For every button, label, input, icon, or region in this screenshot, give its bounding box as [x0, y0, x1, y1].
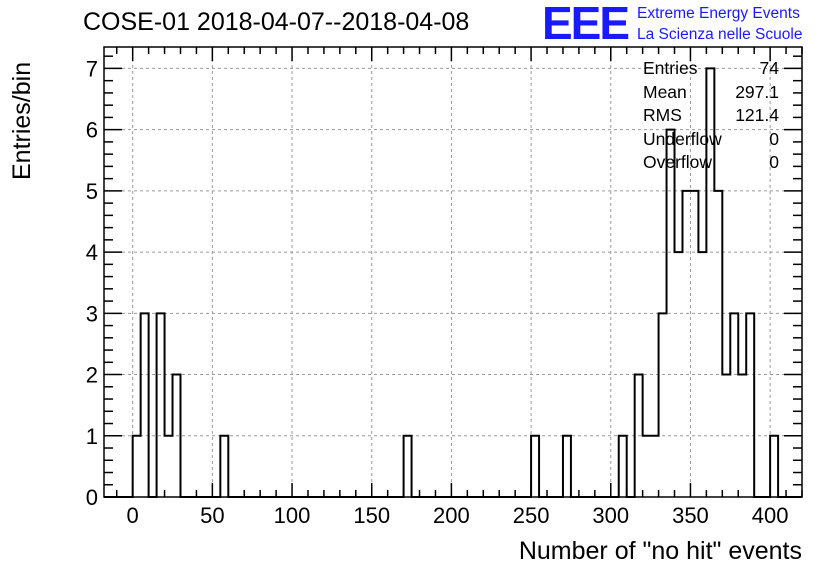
- histogram-bin: [770, 436, 778, 497]
- y-tick-label: 0: [86, 485, 98, 510]
- histogram-bin: [133, 436, 141, 497]
- stat-name: RMS: [643, 105, 682, 125]
- stat-name: Overflow: [643, 152, 713, 172]
- stat-row-underflow: Underflow 0: [643, 129, 779, 153]
- histogram-bin: [220, 436, 228, 497]
- y-tick-label: 6: [86, 118, 98, 143]
- histogram-bin: [157, 313, 165, 497]
- histogram-bin: [643, 436, 651, 497]
- stat-value: 297.1: [735, 81, 779, 102]
- stat-row-entries: Entries 74: [643, 58, 779, 82]
- histogram-bin: [659, 313, 667, 497]
- histogram-bin: [714, 191, 722, 497]
- y-tick-label: 4: [86, 240, 98, 265]
- stat-name: Underflow: [643, 128, 722, 149]
- x-tick-label: 100: [274, 503, 311, 528]
- histogram-bin: [690, 191, 698, 497]
- x-tick-label: 200: [433, 503, 470, 528]
- histogram-bin: [730, 313, 738, 497]
- histogram-bin: [619, 436, 627, 497]
- y-axis-label: Entries/bin: [8, 61, 36, 180]
- x-tick-label: 50: [200, 503, 224, 528]
- grid: [104, 47, 802, 497]
- y-tick-label: 1: [86, 424, 98, 449]
- x-tick-label: 300: [592, 503, 629, 528]
- stat-value: 74: [759, 58, 779, 78]
- chart-title: COSE-01 2018-04-07--2018-04-08: [83, 8, 470, 36]
- stat-value: 0: [769, 128, 779, 149]
- x-tick-label: 400: [752, 503, 789, 528]
- histogram-outline: [104, 67, 802, 498]
- histogram-bars: [104, 67, 802, 498]
- stats-box: Entries 74 Mean 297.1 RMS 121.4 Underflo…: [643, 58, 779, 176]
- x-tick-label: 150: [353, 503, 390, 528]
- x-tick-label: 350: [672, 503, 709, 528]
- stat-value: 121.4: [735, 105, 779, 125]
- histogram-bin: [682, 191, 690, 497]
- histogram-bin: [141, 313, 149, 497]
- x-tick-label: 0: [127, 503, 139, 528]
- y-tick-label: 7: [86, 56, 98, 81]
- logo-line-1: Extreme Energy Events: [637, 5, 800, 22]
- histogram-bin: [651, 436, 659, 497]
- histogram-bin: [746, 313, 754, 497]
- histogram-bin: [165, 436, 173, 497]
- logo-line-2: La Scienza nelle Scuole: [637, 26, 803, 43]
- y-tick-label: 5: [86, 179, 98, 204]
- stat-name: Entries: [643, 58, 698, 78]
- stat-row-rms: RMS 121.4: [643, 105, 779, 129]
- histogram-bin: [531, 436, 539, 497]
- stat-row-overflow: Overflow 0: [643, 152, 779, 176]
- stat-row-mean: Mean 297.1: [643, 82, 779, 106]
- logo-mark: EEE: [542, 0, 630, 49]
- y-tick-label: 2: [86, 363, 98, 388]
- x-axis-label: Number of "no hit" events: [518, 537, 802, 565]
- stat-name: Mean: [643, 81, 687, 102]
- histogram-bin: [563, 436, 571, 497]
- histogram-bin: [404, 436, 412, 497]
- x-tick-label: 250: [513, 503, 550, 528]
- eee-logo: EEE Extreme Energy Events La Scienza nel…: [542, 0, 832, 49]
- y-tick-label: 3: [86, 301, 98, 326]
- axes: 0 50 100 150 200 250 300 350 400 0 1 2 3 4 5 6 7: [86, 46, 803, 528]
- stat-value: 0: [769, 152, 779, 172]
- plot-frame: [103, 46, 803, 498]
